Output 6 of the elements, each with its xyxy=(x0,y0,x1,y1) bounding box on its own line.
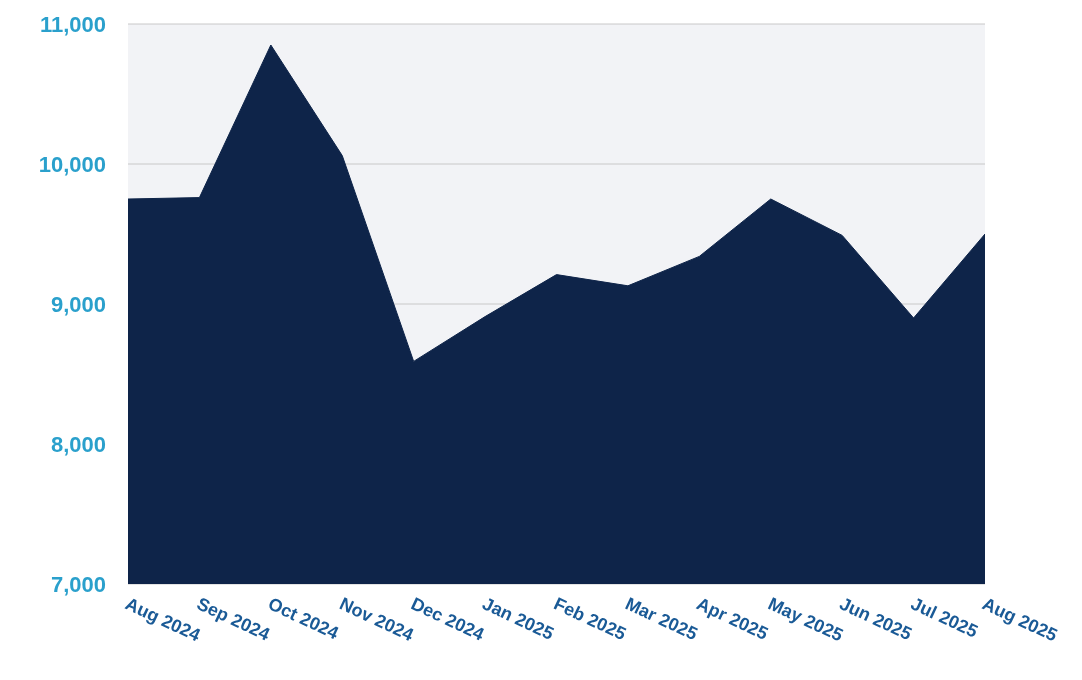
y-tick-label: 11,000 xyxy=(39,11,106,37)
y-tick-label: 8,000 xyxy=(50,431,106,457)
x-tick-label: Aug 2025 xyxy=(979,593,1061,646)
y-tick-label: 9,000 xyxy=(50,291,106,317)
y-tick-label: 7,000 xyxy=(50,571,106,597)
y-tick-label: 10,000 xyxy=(38,151,106,177)
